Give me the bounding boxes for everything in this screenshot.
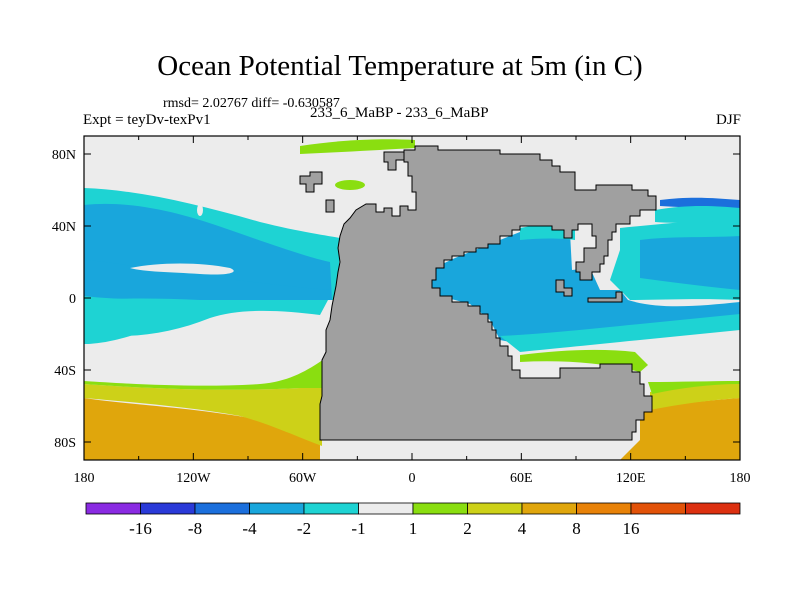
colorbar-label: 2 <box>463 519 472 538</box>
x-tick-label: 60E <box>510 471 533 486</box>
y-tick-label: 40S <box>54 364 76 379</box>
center-subtitle: 233_6_MaBP - 233_6_MaBP <box>310 105 489 121</box>
temperature-field <box>84 136 740 460</box>
left-subtitle: Expt = teyDv-texPv1 <box>83 112 211 128</box>
island-3 <box>383 151 405 171</box>
land-mass <box>319 145 657 441</box>
colorbar-label: 16 <box>623 519 640 538</box>
colorbar-swatch <box>249 502 305 515</box>
pacific-cyan-south <box>84 298 328 336</box>
colorbar-swatch <box>576 502 632 515</box>
colorbar-swatch <box>685 502 741 515</box>
island-2 <box>325 199 335 213</box>
colorbar-swatch <box>303 502 359 515</box>
southern-yellow-band <box>84 384 322 446</box>
eastern-deep-blue-strip <box>660 197 740 208</box>
island-4 <box>555 279 573 297</box>
southern-orange-band-east <box>620 398 740 460</box>
colorbar-swatch <box>467 502 523 515</box>
x-tick-label: 0 <box>409 471 416 486</box>
colorbar-label: -8 <box>188 519 202 538</box>
eastern-cyan-strip <box>655 206 740 223</box>
y-tick-label: 80S <box>54 436 76 451</box>
colorbar-swatch <box>630 502 686 515</box>
colorbar-label: -16 <box>129 519 152 538</box>
north-blue-speck <box>197 204 203 216</box>
southern-green-patch-east <box>648 381 740 394</box>
chart-title: Ocean Potential Temperature at 5m (in C) <box>157 50 643 82</box>
colorbar-swatch <box>140 502 196 515</box>
colorbar-label: 8 <box>572 519 581 538</box>
arctic-green-blob <box>335 180 365 190</box>
colorbar-label: 4 <box>518 519 527 538</box>
stats-text: rmsd= 2.02767 diff= -0.630587 <box>163 96 340 111</box>
colorbar: -16 -8 -4 -2 -1 1 2 4 8 16 <box>85 502 741 538</box>
island-5 <box>587 291 623 303</box>
x-tick-label: 60W <box>289 471 317 486</box>
y-tick-label: 40N <box>52 220 76 235</box>
colorbar-swatch <box>521 502 577 515</box>
indian-cyan-lower <box>500 314 740 352</box>
southern-orange-band <box>84 398 320 460</box>
y-tick-label: 0 <box>69 292 76 307</box>
x-tick-label: 120E <box>616 471 646 486</box>
x-tick-label: 120W <box>176 471 211 486</box>
colorbar-swatch <box>194 502 250 515</box>
colorbar-label: 1 <box>409 519 418 538</box>
southern-green-band <box>84 356 330 390</box>
colorbar-swatch <box>85 502 141 515</box>
colorbar-swatch <box>358 502 414 515</box>
colorbar-swatch <box>412 502 468 515</box>
axes: 180 120W 60W 0 60E 120E 180 80N 40N 0 40S 80S <box>52 136 751 486</box>
colorbar-label: -1 <box>351 519 365 538</box>
x-tick-label: 180 <box>730 471 751 486</box>
pacific-white-lens <box>130 263 234 275</box>
indian-blue-region <box>430 222 740 344</box>
x-tick-label: 180 <box>74 471 95 486</box>
arctic-green-strip <box>300 139 415 154</box>
right-subtitle: DJF <box>715 112 741 128</box>
colorbar-label: -2 <box>297 519 311 538</box>
island-1 <box>299 171 323 193</box>
eastern-blue-upper <box>640 236 740 290</box>
y-tick-label: 80N <box>52 148 76 163</box>
colorbar-label: -4 <box>242 519 257 538</box>
